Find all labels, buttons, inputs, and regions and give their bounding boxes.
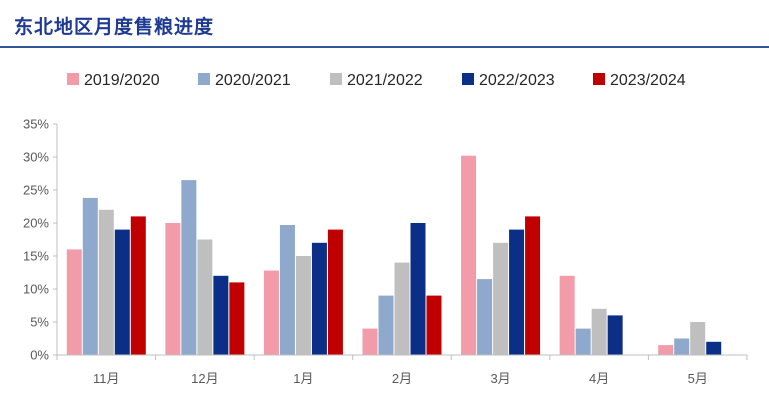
bar-2022-2023-5 <box>607 315 623 355</box>
chart-title: 东北地区月度售粮进度 <box>14 16 215 38</box>
legend-label: 2021/2022 <box>347 72 423 89</box>
bar-2021-2022-5 <box>591 308 607 355</box>
bar-2021-2022-6 <box>690 322 706 355</box>
bar-2022-2023-4 <box>509 229 525 355</box>
y-tick-label: 5% <box>30 315 49 330</box>
y-tick-label: 20% <box>23 216 49 231</box>
bar-2020-2021-1 <box>181 180 197 355</box>
bar-2022-2023-3 <box>410 223 426 355</box>
x-tick-label: 5月 <box>688 371 708 386</box>
bar-2023-2024-0 <box>130 216 146 355</box>
bar-2021-2022-0 <box>98 209 114 355</box>
legend-swatch-2021-2022 <box>330 73 342 85</box>
bar-2021-2022-4 <box>493 242 509 355</box>
title-divider <box>0 46 769 48</box>
bar-2019-2020-4 <box>461 155 477 355</box>
bar-2020-2021-0 <box>82 197 98 355</box>
bar-2022-2023-2 <box>311 242 327 355</box>
x-tick-label: 3月 <box>490 371 510 386</box>
x-tick-label: 4月 <box>589 371 609 386</box>
bar-2020-2021-2 <box>279 224 295 355</box>
bar-2020-2021-3 <box>378 295 394 355</box>
y-tick-label: 25% <box>23 183 49 198</box>
bar-2019-2020-3 <box>362 328 378 355</box>
bar-2023-2024-2 <box>327 229 343 355</box>
bar-2019-2020-0 <box>66 249 82 355</box>
x-tick-label: 1月 <box>293 371 313 386</box>
bar-2023-2024-3 <box>426 295 442 355</box>
bar-2023-2024-1 <box>229 282 245 355</box>
y-tick-label: 35% <box>23 117 49 132</box>
x-tick-label: 2月 <box>392 371 412 386</box>
legend-label: 2023/2024 <box>610 72 686 89</box>
legend-swatch-2022-2023 <box>462 73 474 85</box>
y-tick-label: 30% <box>23 150 49 165</box>
bar-2021-2022-1 <box>197 239 213 355</box>
x-tick-label: 11月 <box>93 371 120 386</box>
legend-swatch-2019-2020 <box>67 73 79 85</box>
bar-2022-2023-1 <box>213 275 229 355</box>
bar-2020-2021-6 <box>674 338 690 355</box>
bar-2019-2020-6 <box>658 345 674 355</box>
x-axis: 11月 12月 1月 2月 3月 4月 5月 <box>56 354 748 386</box>
bar-2020-2021-4 <box>477 279 493 355</box>
legend-label: 2022/2023 <box>479 72 555 89</box>
y-axis: 0% 5% 10% 15% 20% 25% 30% 35% <box>23 117 58 363</box>
bar-2022-2023-0 <box>114 229 130 355</box>
y-tick-label: 10% <box>23 282 49 297</box>
legend: 2019/2020 2020/2021 2021/2022 2022/2023 2023… <box>67 72 686 89</box>
legend-swatch-2020-2021 <box>198 73 210 85</box>
bars <box>66 155 722 355</box>
bar-2021-2022-3 <box>394 262 410 355</box>
legend-label: 2019/2020 <box>84 72 160 89</box>
bar-2022-2023-6 <box>706 341 722 355</box>
y-tick-label: 0% <box>30 348 49 363</box>
bar-2021-2022-2 <box>295 256 311 355</box>
x-tick-label: 12月 <box>191 371 218 386</box>
legend-swatch-2023-2024 <box>593 73 605 85</box>
bar-2023-2024-4 <box>525 216 541 355</box>
bar-2019-2020-5 <box>559 275 575 355</box>
y-tick-label: 15% <box>23 249 49 264</box>
bar-2020-2021-5 <box>575 328 591 355</box>
bar-2019-2020-1 <box>165 223 181 355</box>
bar-2019-2020-2 <box>263 270 279 355</box>
legend-label: 2020/2021 <box>215 72 291 89</box>
